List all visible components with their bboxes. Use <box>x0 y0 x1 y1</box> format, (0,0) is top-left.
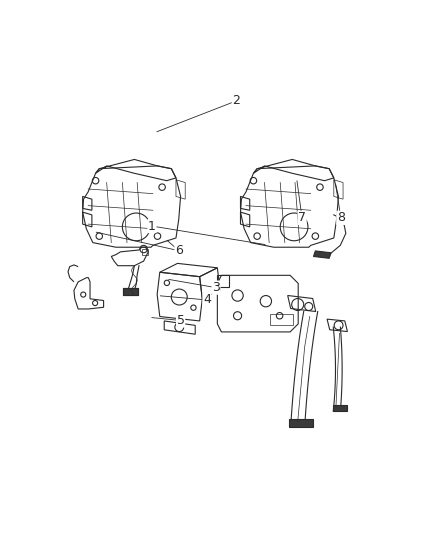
Text: 1: 1 <box>148 220 156 232</box>
Polygon shape <box>289 418 313 426</box>
Polygon shape <box>124 288 138 295</box>
Text: 7: 7 <box>298 212 306 224</box>
Polygon shape <box>333 405 347 411</box>
Polygon shape <box>314 251 331 259</box>
Text: 5: 5 <box>177 314 185 327</box>
Text: 8: 8 <box>337 212 345 224</box>
Text: 3: 3 <box>212 281 220 294</box>
Text: 6: 6 <box>175 244 183 257</box>
Text: 2: 2 <box>232 94 240 107</box>
Text: 4: 4 <box>203 294 211 306</box>
